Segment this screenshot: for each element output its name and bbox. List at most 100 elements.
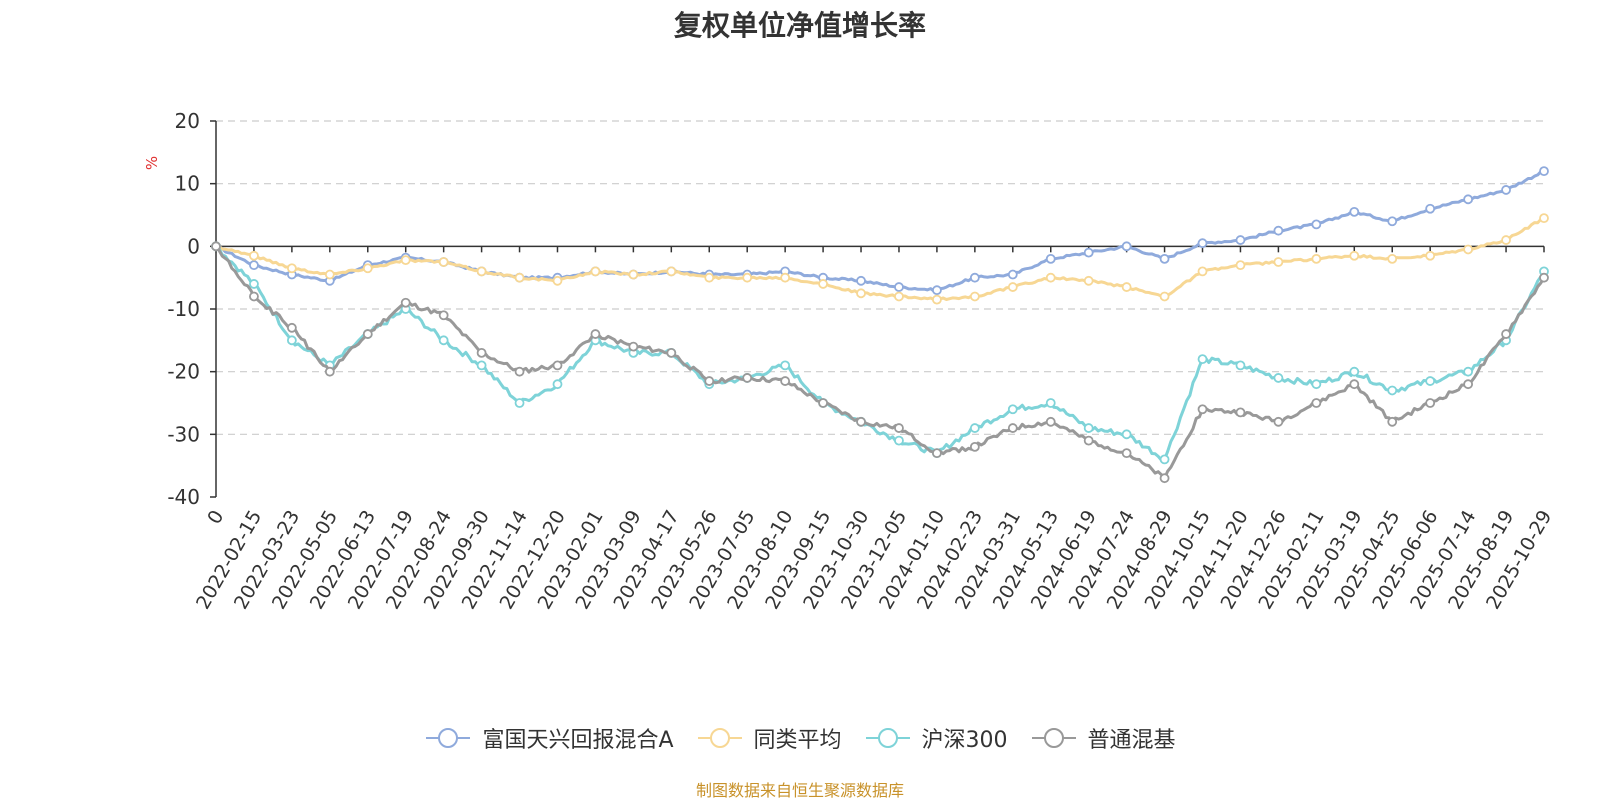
data-point	[1045, 416, 1056, 427]
y-tick-label: -30	[167, 422, 200, 446]
data-point	[1159, 473, 1170, 484]
legend-swatch-icon	[1031, 728, 1076, 748]
series-group	[211, 241, 1549, 465]
data-point	[1463, 366, 1474, 377]
data-point	[286, 263, 297, 274]
data-point	[932, 294, 942, 305]
data-point	[1501, 329, 1511, 339]
data-point	[590, 329, 601, 339]
data-point	[1425, 203, 1436, 214]
y-tick-label: 0	[187, 234, 200, 258]
data-point	[249, 260, 259, 271]
data-point	[780, 376, 791, 386]
data-point	[894, 291, 904, 302]
data-point	[1235, 260, 1246, 271]
series-line	[215, 169, 1545, 293]
series-line	[215, 245, 1546, 462]
data-point	[1349, 206, 1360, 217]
data-point	[1045, 398, 1056, 408]
data-point	[438, 257, 449, 267]
data-point	[1311, 398, 1322, 408]
legend-item[interactable]: 普通混基	[1030, 722, 1176, 754]
data-point	[438, 335, 449, 346]
data-point	[1387, 216, 1398, 227]
data-point	[628, 269, 639, 280]
line-chart: 20100-10-20-30-4002022-02-152022-03-2320…	[143, 109, 1556, 613]
grid-layer	[216, 120, 1544, 435]
legend-label: 同类平均	[753, 728, 842, 753]
data-point	[1463, 379, 1474, 390]
data-point	[249, 279, 259, 289]
legend-item[interactable]: 沪深300	[864, 722, 1008, 754]
data-point	[286, 335, 297, 346]
data-point	[1235, 407, 1246, 418]
y-tick-label: -40	[167, 485, 200, 509]
y-tick-label: 10	[175, 172, 200, 196]
data-point	[1045, 272, 1056, 283]
data-point	[780, 360, 791, 371]
data-point	[894, 423, 904, 433]
series-line	[214, 245, 1546, 480]
data-point	[1349, 379, 1360, 390]
data-point	[1349, 250, 1360, 261]
data-point	[1539, 166, 1549, 177]
data-point	[1083, 435, 1094, 446]
data-point	[894, 435, 904, 446]
data-point	[1083, 423, 1094, 433]
data-point	[1425, 376, 1436, 386]
data-point	[514, 366, 525, 377]
data-point	[1159, 454, 1170, 465]
data-point	[211, 241, 221, 252]
series-group	[211, 166, 1549, 296]
data-point	[249, 291, 259, 302]
data-point	[1501, 185, 1511, 195]
data-point	[1121, 448, 1132, 459]
series-group	[211, 241, 1549, 484]
data-point	[1197, 266, 1208, 277]
data-point	[666, 347, 677, 358]
data-point	[514, 272, 525, 283]
data-point	[1539, 272, 1549, 283]
data-point	[1197, 238, 1208, 249]
legend-swatch-icon	[865, 728, 910, 748]
data-point	[1349, 366, 1360, 377]
data-point	[742, 373, 753, 383]
data-point	[1463, 194, 1474, 205]
data-point	[438, 310, 449, 321]
x-tick-label: 0	[203, 507, 228, 528]
data-point	[1311, 379, 1322, 390]
data-point	[400, 255, 411, 266]
y-tick-label: -10	[167, 297, 200, 321]
legend-swatch-icon	[697, 728, 742, 748]
data-point	[704, 376, 715, 386]
legend-label: 沪深300	[921, 728, 1008, 753]
legend: 富国天兴回报混合A 同类平均 沪深300 普通混基	[0, 722, 1600, 754]
data-point	[818, 398, 828, 408]
data-point	[856, 288, 866, 299]
y-tick-label: 20	[175, 109, 200, 133]
data-point	[1273, 257, 1284, 267]
data-point	[324, 269, 335, 280]
data-point	[476, 266, 487, 277]
legend-item[interactable]: 富国天兴回报混合A	[424, 722, 674, 754]
data-point	[1007, 404, 1018, 415]
data-point	[1121, 429, 1132, 440]
data-point	[818, 279, 828, 289]
data-point	[969, 423, 980, 433]
data-point	[1387, 416, 1398, 427]
data-point	[1159, 253, 1170, 264]
series-line	[215, 216, 1545, 302]
data-point	[324, 366, 335, 377]
data-point	[362, 329, 373, 339]
data-point	[1273, 373, 1284, 383]
data-point	[1235, 235, 1246, 245]
data-point	[1007, 423, 1018, 433]
legend-swatch-icon	[426, 728, 471, 748]
legend-item[interactable]: 同类平均	[696, 722, 842, 754]
data-point	[590, 266, 601, 277]
data-point	[1273, 225, 1284, 236]
data-point	[552, 360, 563, 371]
data-point	[856, 416, 866, 427]
data-point	[286, 322, 297, 333]
data-point	[1463, 244, 1474, 255]
